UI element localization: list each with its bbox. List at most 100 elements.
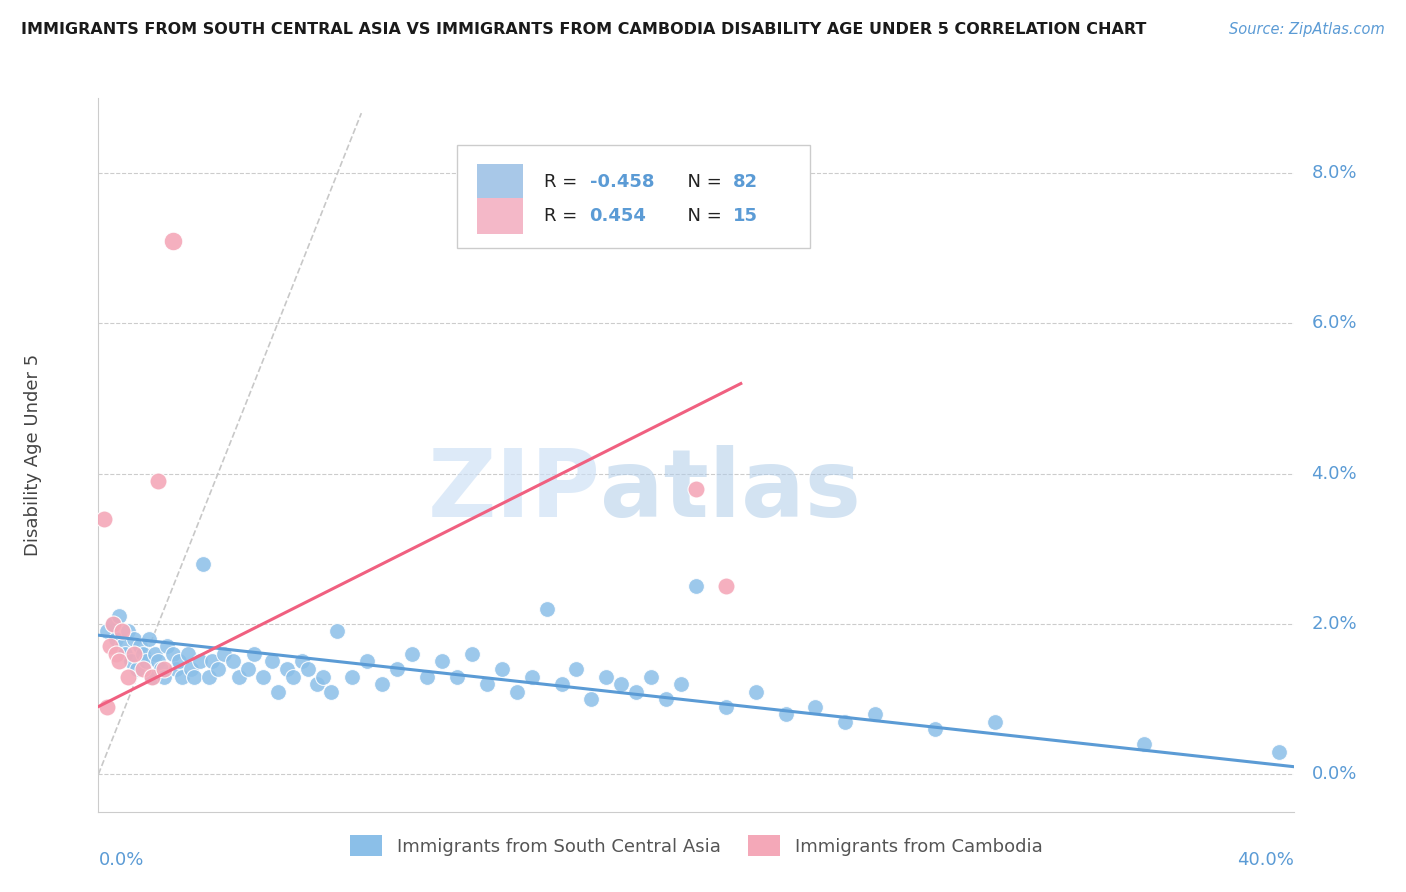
Point — [108, 655, 131, 669]
Point — [105, 632, 128, 646]
Point — [114, 647, 136, 661]
Point — [153, 669, 176, 683]
Point — [103, 616, 125, 631]
Point — [96, 624, 118, 639]
Point — [172, 669, 194, 683]
Point — [595, 669, 617, 683]
Point — [550, 677, 572, 691]
Legend: Immigrants from South Central Asia, Immigrants from Cambodia: Immigrants from South Central Asia, Immi… — [343, 828, 1049, 863]
Text: 8.0%: 8.0% — [1312, 164, 1357, 182]
Point — [640, 669, 662, 683]
Text: 0.0%: 0.0% — [1312, 765, 1357, 783]
Point — [745, 684, 768, 698]
Point — [416, 669, 439, 683]
Point — [321, 684, 343, 698]
Text: 82: 82 — [733, 173, 758, 191]
Point — [267, 684, 290, 698]
Point — [243, 647, 266, 661]
Point — [983, 714, 1005, 729]
Point — [141, 669, 163, 683]
Text: -0.458: -0.458 — [589, 173, 654, 191]
Point — [153, 662, 176, 676]
Point — [212, 647, 235, 661]
Point — [281, 669, 304, 683]
Text: N =: N = — [676, 207, 727, 225]
Point — [430, 655, 453, 669]
Text: 0.454: 0.454 — [589, 207, 647, 225]
FancyBboxPatch shape — [477, 164, 523, 200]
Text: N =: N = — [676, 173, 727, 191]
Point — [565, 662, 588, 676]
Point — [305, 677, 328, 691]
Point — [177, 647, 200, 661]
Point — [655, 692, 678, 706]
Point — [183, 669, 205, 683]
Point — [132, 662, 155, 676]
Point — [129, 640, 152, 654]
Point — [207, 662, 229, 676]
Point — [150, 662, 173, 676]
Text: R =: R = — [544, 207, 589, 225]
Point — [385, 662, 409, 676]
Point — [834, 714, 856, 729]
Text: 6.0%: 6.0% — [1312, 315, 1357, 333]
Point — [111, 624, 134, 639]
Text: IMMIGRANTS FROM SOUTH CENTRAL ASIA VS IMMIGRANTS FROM CAMBODIA DISABILITY AGE UN: IMMIGRANTS FROM SOUTH CENTRAL ASIA VS IM… — [21, 22, 1146, 37]
Point — [311, 669, 333, 683]
Point — [775, 707, 797, 722]
Point — [103, 616, 125, 631]
Point — [624, 684, 647, 698]
Point — [117, 669, 139, 683]
Point — [132, 647, 155, 661]
Point — [138, 632, 160, 646]
Point — [356, 655, 378, 669]
Point — [120, 655, 142, 669]
Point — [804, 699, 827, 714]
Point — [111, 640, 134, 654]
Point — [260, 655, 283, 669]
Point — [167, 655, 190, 669]
Point — [228, 669, 250, 683]
Point — [135, 655, 157, 669]
Point — [506, 684, 529, 698]
Point — [105, 647, 128, 661]
Point — [491, 662, 513, 676]
Point — [520, 669, 543, 683]
Text: 4.0%: 4.0% — [1312, 465, 1357, 483]
Point — [98, 640, 122, 654]
Point — [180, 662, 202, 676]
Point — [141, 669, 163, 683]
Point — [108, 609, 131, 624]
Point — [714, 579, 737, 593]
Point — [127, 662, 149, 676]
Point — [198, 669, 221, 683]
Point — [201, 655, 224, 669]
Point — [93, 512, 115, 526]
Text: 0.0%: 0.0% — [98, 851, 143, 869]
Point — [191, 557, 214, 571]
Point — [143, 647, 166, 661]
Text: 15: 15 — [733, 207, 758, 225]
Point — [162, 234, 184, 248]
Point — [124, 632, 146, 646]
Point — [714, 699, 737, 714]
Point — [1267, 745, 1289, 759]
Point — [148, 474, 170, 488]
Point — [610, 677, 633, 691]
Text: 40.0%: 40.0% — [1237, 851, 1294, 869]
Point — [156, 640, 179, 654]
Point — [222, 655, 245, 669]
Text: atlas: atlas — [600, 444, 862, 537]
Point — [581, 692, 603, 706]
Point — [371, 677, 394, 691]
Point — [669, 677, 692, 691]
Point — [297, 662, 319, 676]
Point — [148, 655, 170, 669]
Point — [446, 669, 468, 683]
Point — [1133, 737, 1156, 751]
Point — [685, 579, 707, 593]
Point — [124, 647, 146, 661]
Point — [252, 669, 274, 683]
Point — [165, 662, 187, 676]
Point — [96, 699, 118, 714]
